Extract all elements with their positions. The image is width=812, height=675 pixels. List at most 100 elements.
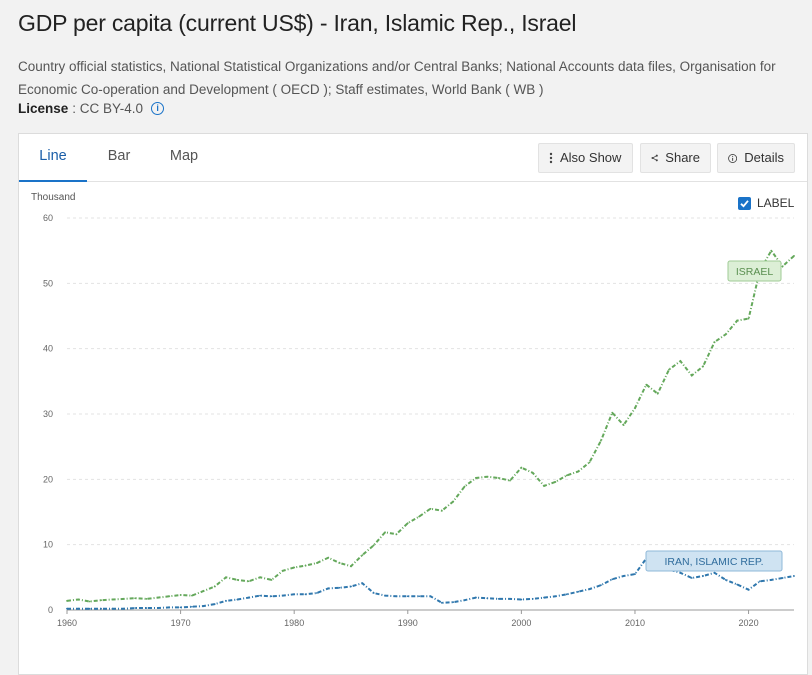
- data-point: [702, 575, 705, 577]
- data-point: [259, 594, 262, 597]
- data-point: [77, 598, 80, 601]
- data-point: [304, 564, 307, 567]
- x-tick-label: 2010: [625, 618, 645, 628]
- data-point: [554, 595, 557, 598]
- y-tick-label: 20: [43, 474, 53, 484]
- data-point: [440, 509, 443, 512]
- data-point: [565, 593, 568, 596]
- data-point: [588, 461, 591, 464]
- data-point: [418, 515, 421, 518]
- data-point: [372, 592, 375, 594]
- data-point: [259, 576, 262, 579]
- x-tick-label: 2020: [739, 618, 759, 628]
- data-point: [361, 582, 364, 585]
- data-point: [350, 565, 352, 568]
- data-point: [406, 522, 409, 525]
- data-point: [156, 596, 159, 599]
- label-toggle[interactable]: LABEL: [738, 196, 794, 210]
- data-point: [599, 584, 602, 587]
- data-point: [236, 598, 239, 601]
- data-point: [679, 571, 682, 574]
- data-point: [599, 439, 602, 442]
- data-point: [338, 562, 341, 564]
- data-point: [270, 579, 273, 581]
- data-point: [122, 597, 125, 600]
- tab-line[interactable]: Line: [19, 134, 87, 182]
- y-tick-label: 0: [48, 605, 53, 615]
- data-point: [611, 411, 614, 414]
- data-point: [384, 531, 386, 534]
- data-point: [679, 360, 682, 362]
- data-point: [100, 599, 102, 602]
- data-point: [713, 341, 716, 344]
- data-point: [793, 575, 795, 577]
- tab-map[interactable]: Map: [169, 148, 199, 164]
- data-point: [463, 485, 466, 488]
- data-point: [168, 595, 171, 598]
- data-point: [191, 605, 193, 608]
- svg-text:IRAN, ISLAMIC REP.: IRAN, ISLAMIC REP.: [664, 556, 763, 568]
- data-point: [372, 544, 375, 547]
- data-point: [554, 481, 557, 483]
- info-circle-icon: [728, 153, 738, 163]
- data-point: [66, 599, 68, 602]
- data-point: [509, 479, 511, 482]
- data-point: [179, 594, 182, 596]
- data-point: [770, 249, 773, 252]
- data-point: [327, 556, 330, 559]
- data-point: [304, 593, 307, 596]
- tab-bar-chart[interactable]: Bar: [107, 148, 131, 164]
- data-point: [281, 569, 284, 572]
- data-point: [247, 580, 250, 583]
- data-point: [577, 470, 580, 473]
- data-point: [247, 596, 250, 599]
- data-point: [145, 607, 148, 609]
- details-label: Details: [744, 150, 784, 165]
- series-line-israel: [66, 248, 795, 603]
- data-point: [179, 606, 182, 609]
- also-show-button[interactable]: Also Show: [538, 143, 633, 173]
- label-checkbox[interactable]: [738, 196, 751, 210]
- data-point: [100, 607, 102, 610]
- data-point: [452, 601, 455, 604]
- share-icon: [651, 154, 658, 162]
- y-tick-label: 30: [43, 409, 53, 419]
- data-point: [747, 317, 750, 320]
- data-point: [622, 575, 625, 577]
- data-point: [497, 477, 500, 479]
- data-point: [577, 590, 580, 593]
- data-point: [66, 607, 68, 610]
- data-point: [361, 554, 364, 557]
- info-icon[interactable]: i: [151, 102, 165, 115]
- checkmark-icon: [740, 199, 749, 208]
- y-tick-label: 10: [43, 540, 53, 550]
- data-point: [111, 607, 114, 610]
- chart-card: Line Bar Map Also Show Share Details LAB…: [18, 133, 808, 675]
- data-point: [440, 601, 443, 604]
- also-show-label: Also Show: [560, 150, 622, 165]
- data-point: [418, 595, 421, 598]
- data-point: [77, 607, 80, 610]
- data-point: [531, 597, 534, 600]
- data-point: [531, 471, 534, 474]
- data-point: [509, 597, 511, 600]
- data-point: [690, 374, 693, 377]
- data-point: [611, 578, 614, 581]
- data-point: [384, 594, 386, 597]
- data-point: [338, 586, 341, 589]
- data-point: [293, 593, 296, 596]
- y-tick-label: 40: [43, 344, 53, 354]
- data-point: [293, 566, 296, 569]
- series-label-israel: ISRAEL: [727, 260, 782, 282]
- data-point: [520, 466, 523, 469]
- source-description: Country official statistics, National St…: [18, 59, 776, 97]
- details-button[interactable]: Details: [717, 143, 795, 173]
- x-tick-label: 1990: [398, 618, 418, 628]
- line-chart: Thousand 0 10 20 30 40 50 60 1960 1970 1980 1990 2…: [31, 192, 795, 628]
- data-point: [656, 392, 659, 395]
- data-point: [350, 585, 352, 588]
- data-point: [543, 596, 545, 599]
- data-point: [213, 603, 216, 606]
- tab-bar: Line Bar Map Also Show Share Details: [19, 134, 807, 182]
- share-button[interactable]: Share: [640, 143, 711, 173]
